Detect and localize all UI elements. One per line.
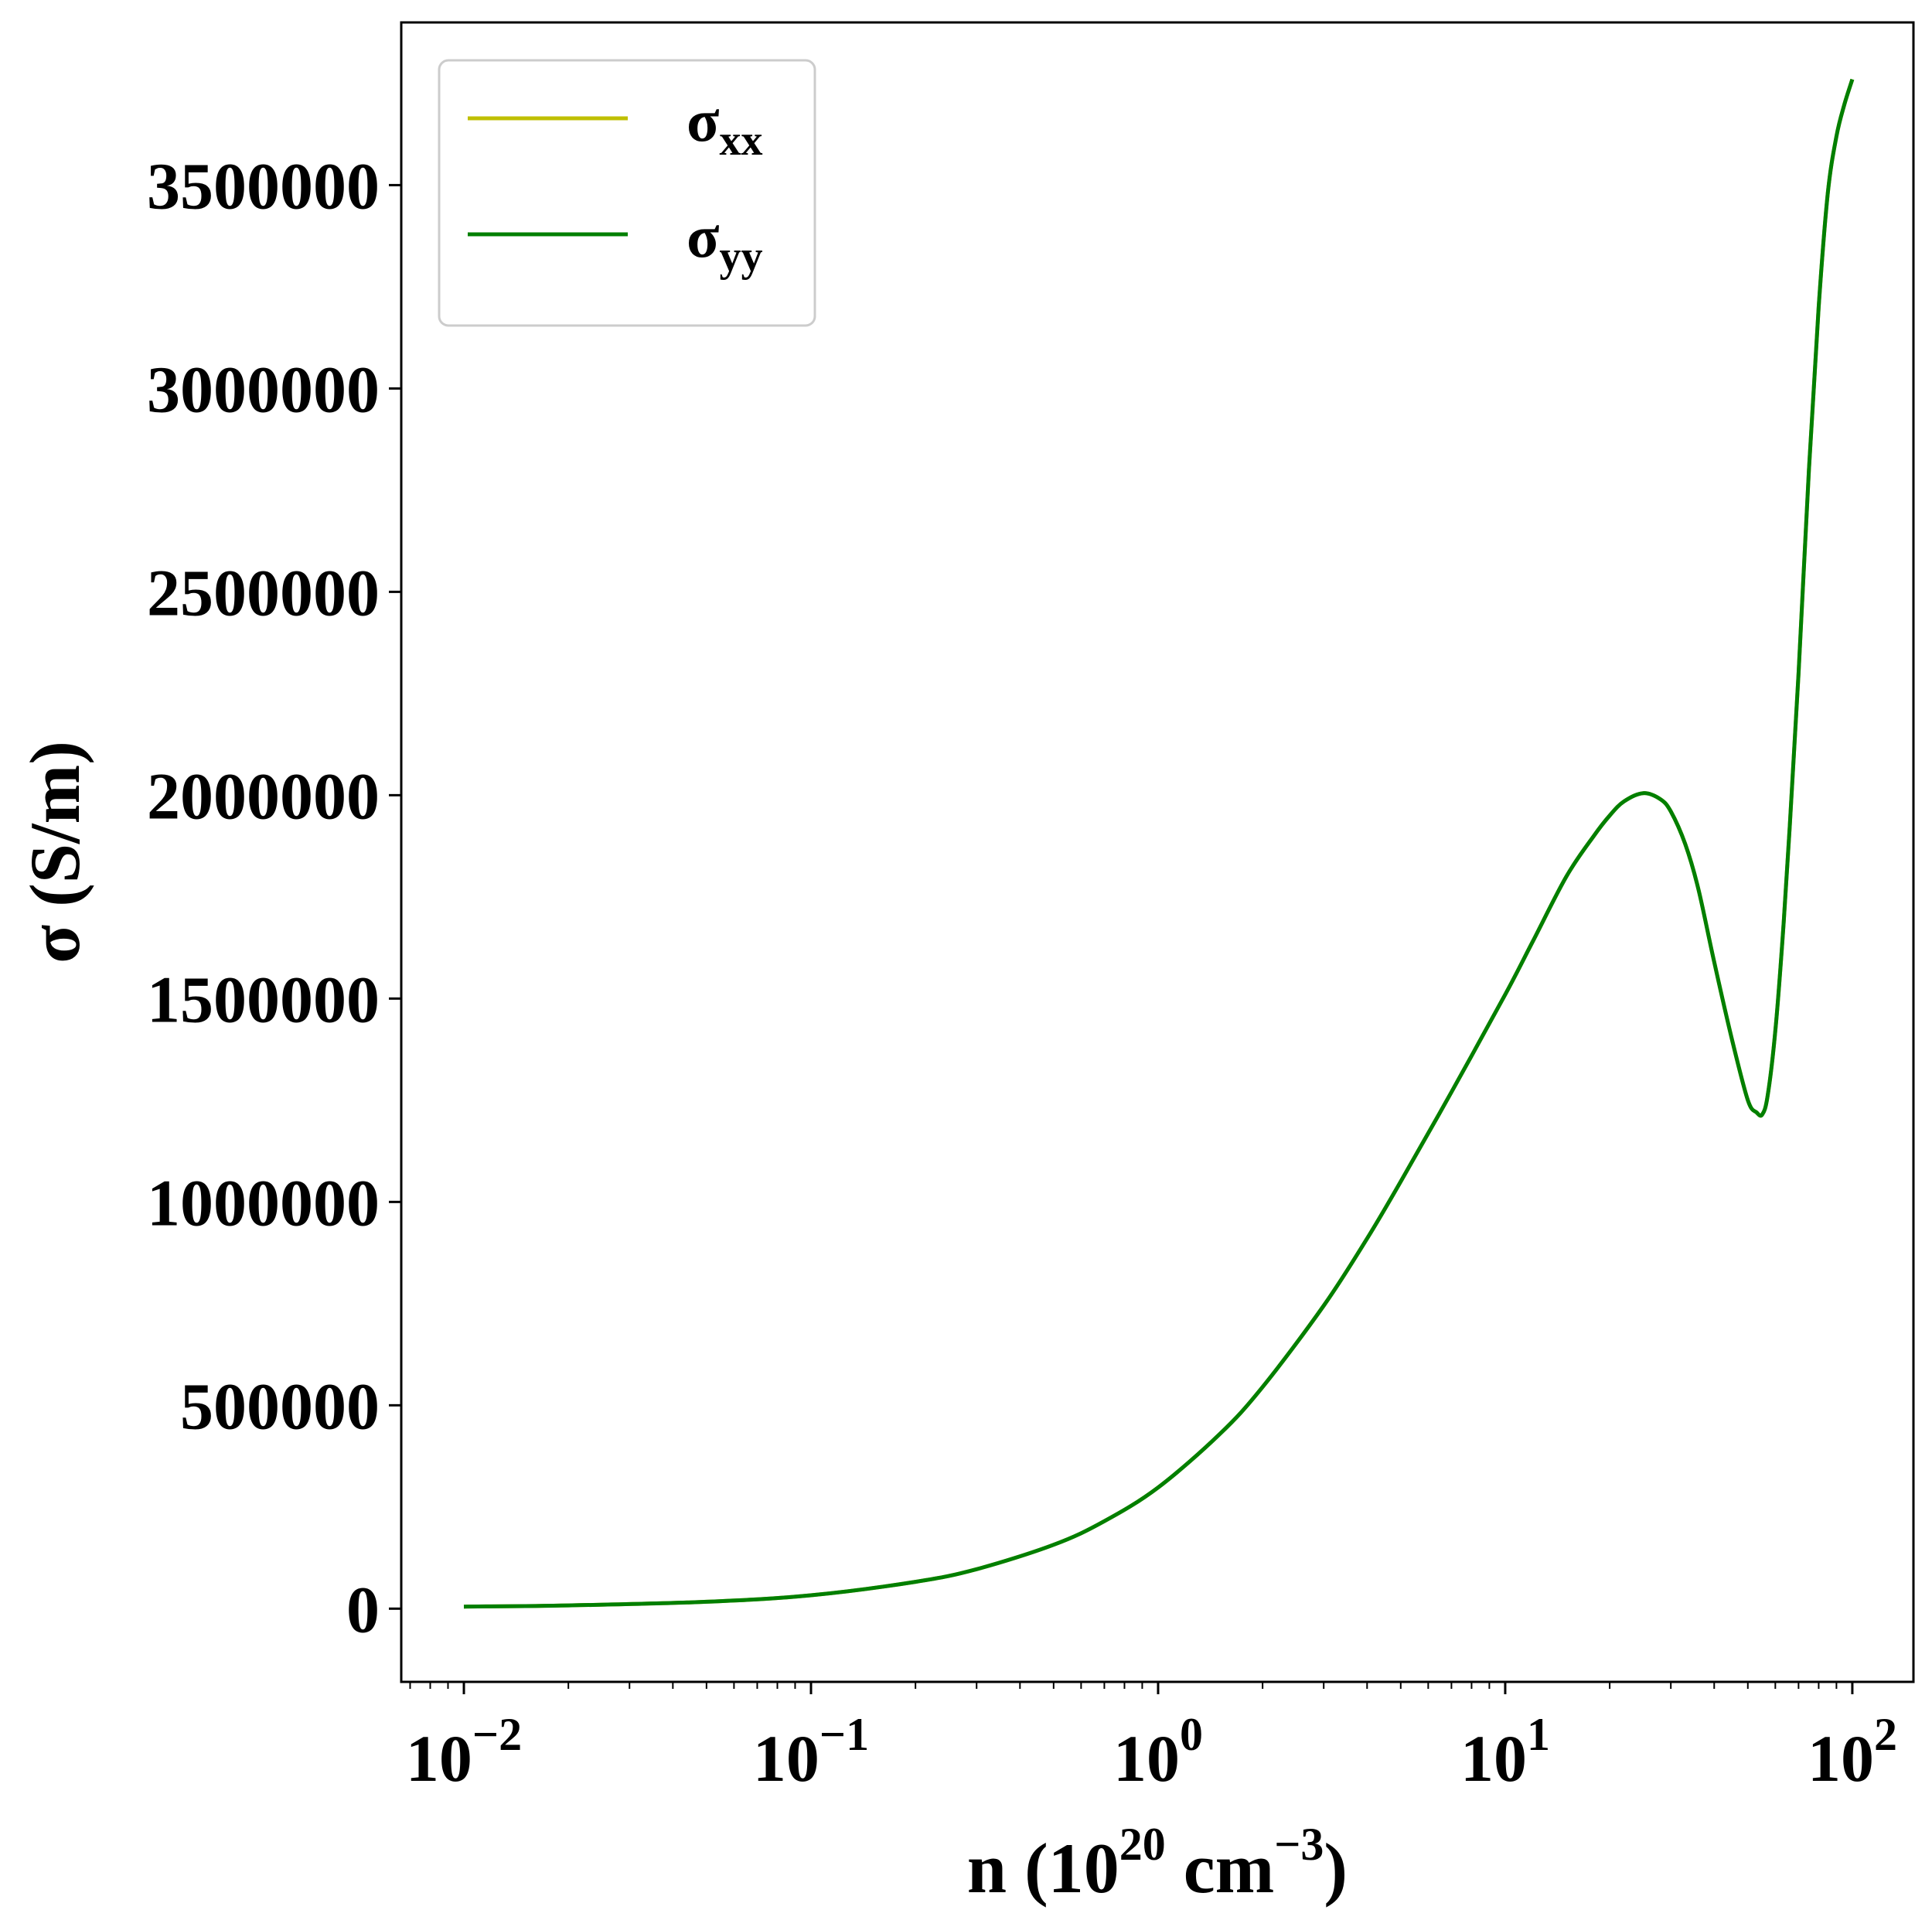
series-layer xyxy=(463,78,1855,1609)
y-axis-ticks: 0 500000 1000000 1500000 2000000 2500000 30000… xyxy=(147,148,401,1646)
x-axis-label-exponent: 20 xyxy=(1119,1819,1166,1870)
y-axis-label: σ (S/m) xyxy=(15,741,94,964)
x-tick-label: 102 xyxy=(1808,1709,1897,1796)
x-axis-label-base: n (10 xyxy=(967,1829,1119,1908)
y-tick-label: 0 xyxy=(346,1572,380,1646)
x-tick-label: 10−1 xyxy=(753,1709,869,1796)
y-tick-label: 3500000 xyxy=(147,148,380,223)
y-tick-label: 3000000 xyxy=(147,352,380,426)
y-tick-label: 1000000 xyxy=(147,1165,380,1240)
y-tick-label: 500000 xyxy=(180,1369,380,1443)
x-axis-label-unit: cm xyxy=(1166,1829,1274,1908)
legend: σxx σyy xyxy=(438,59,816,327)
y-tick-label: 2000000 xyxy=(147,759,380,833)
x-axis-ticks: 10−2 10−1 100 101 102 xyxy=(406,1682,1897,1796)
y-tick-label: 2500000 xyxy=(147,555,380,629)
x-axis-label-close: ) xyxy=(1324,1829,1348,1908)
x-axis-label: n (1020 cm−3) xyxy=(967,1819,1348,1908)
series-line-yy xyxy=(463,78,1855,1609)
x-axis-label-unit-exponent: −3 xyxy=(1274,1819,1324,1870)
y-tick-label: 1500000 xyxy=(147,962,380,1036)
x-tick-label: 100 xyxy=(1113,1709,1203,1796)
legend-box xyxy=(438,59,816,327)
x-tick-label: 10−2 xyxy=(406,1709,522,1796)
plot-frame xyxy=(400,21,1915,1683)
legend-label-sigma-xx: σxx xyxy=(687,87,762,165)
legend-label-sigma-yy: σyy xyxy=(687,203,762,281)
x-tick-label: 101 xyxy=(1460,1709,1550,1796)
